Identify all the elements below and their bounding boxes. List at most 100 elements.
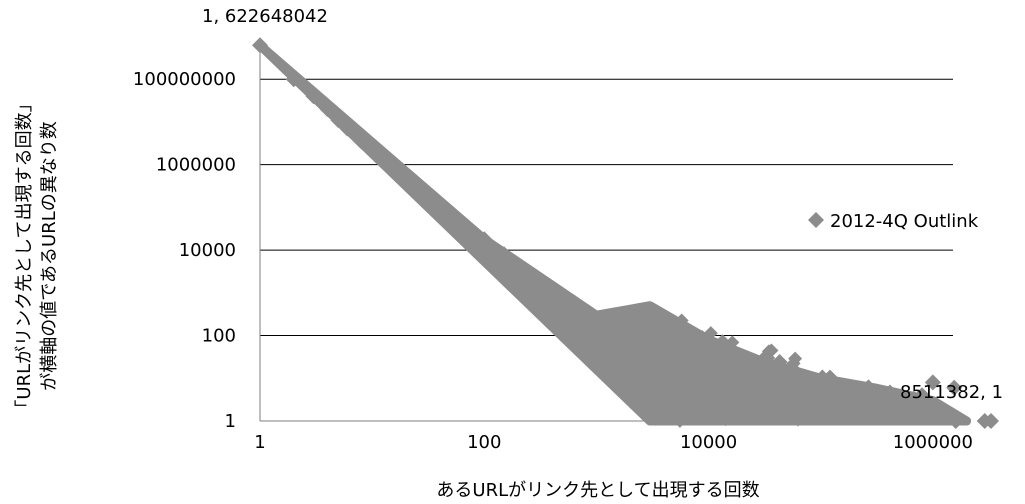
data-point: [625, 324, 640, 339]
data-point: [773, 366, 788, 381]
data-point: [353, 133, 370, 150]
data-point: [689, 357, 706, 374]
y-tick-label: 100000000: [133, 69, 236, 90]
data-point: [431, 197, 448, 214]
data-point: [683, 387, 700, 404]
data-point: [692, 334, 707, 349]
data-point: [704, 381, 719, 396]
data-point: [788, 351, 803, 366]
legend-marker-icon: [808, 212, 824, 228]
data-point: [373, 150, 390, 167]
data-point: [641, 357, 658, 374]
x-tick-label: 1: [254, 432, 265, 453]
data-point: [862, 408, 877, 423]
data-point: [442, 206, 459, 223]
data-point: [823, 369, 838, 384]
data-point: [725, 335, 740, 350]
data-point: [510, 256, 527, 273]
data-point: [383, 159, 400, 176]
data-point: [741, 411, 756, 426]
data-point: [764, 343, 779, 358]
data-point: [408, 180, 425, 197]
data-point: [861, 379, 876, 394]
data-point: [983, 413, 1000, 429]
data-point: [848, 408, 863, 423]
data-point: [458, 218, 475, 235]
data-point: [947, 413, 964, 429]
data-point: [771, 354, 788, 371]
y-tick-label: 10000: [179, 240, 236, 261]
x-axis-title: あるURLがリンク先として出現する回数: [436, 480, 759, 501]
annotation-max-point: 1, 622648042: [202, 6, 328, 27]
data-point: [703, 392, 718, 407]
data-point: [655, 366, 672, 383]
data-point: [588, 316, 605, 333]
y-axis-title: 「URLがリンク先として出現する回数」 が横軸の値であるURLの異なり数: [14, 94, 60, 417]
data-point: [893, 398, 908, 413]
data-point: [946, 379, 963, 396]
tick-labels: 1 100 10000 1000000 1 100 10000 1000000 10000000…: [133, 69, 973, 453]
data-point: [496, 246, 513, 263]
data-point: [660, 329, 675, 344]
data-point: [608, 331, 625, 348]
data-point: [913, 403, 928, 418]
data-point: [630, 395, 645, 410]
data-point: [804, 391, 819, 406]
data-point: [769, 396, 784, 411]
data-point: [756, 386, 771, 401]
x-tick-label: 1000000: [893, 432, 973, 453]
data-point: [815, 369, 830, 384]
annotation-last-point: 8511382, 1: [900, 382, 1003, 403]
y-axis-title-line-1: 「URLがリンク先として出現する回数」: [14, 94, 35, 417]
data-point: [659, 317, 674, 332]
data-point: [693, 343, 708, 358]
data-point: [772, 410, 787, 425]
data-point: [672, 413, 687, 428]
data-point: [648, 395, 663, 410]
data-point: [319, 101, 336, 118]
data-point: [252, 37, 268, 54]
data-point: [476, 231, 493, 248]
data-point: [646, 315, 661, 330]
y-tick-label: 100: [202, 326, 236, 347]
data-point: [529, 271, 546, 288]
data-point: [648, 406, 663, 421]
point-cloud: [255, 40, 972, 428]
data-point: [924, 374, 941, 391]
data-point: [364, 142, 381, 159]
data-point: [622, 342, 639, 359]
data-point: [745, 396, 760, 411]
data-point: [895, 411, 910, 426]
data-point: [727, 379, 742, 394]
data-point: [641, 329, 656, 344]
data-point: [790, 412, 805, 427]
data-point: [850, 381, 865, 396]
data-point: [762, 374, 779, 391]
data-point: [330, 112, 347, 129]
data-point: [756, 408, 771, 423]
legend-label: 2012-4Q Outlink: [830, 211, 979, 232]
data-point: [874, 408, 889, 423]
x-tick-label: 10000: [680, 432, 737, 453]
data-point: [674, 313, 689, 328]
data-point: [678, 347, 693, 362]
data-point: [305, 88, 322, 105]
data-point: [828, 405, 843, 420]
data-point: [723, 411, 738, 426]
x-tick-label: 100: [467, 432, 501, 453]
data-point: [775, 384, 790, 399]
data-point: [758, 396, 773, 411]
data-point: [759, 360, 774, 375]
legend: 2012-4Q Outlink: [808, 211, 979, 232]
data-point: [554, 291, 571, 308]
y-tick-label: 1000000: [156, 155, 236, 176]
data-points: [252, 37, 1000, 429]
data-point: [632, 344, 647, 359]
data-point: [417, 187, 434, 204]
data-point: [650, 304, 665, 319]
data-point: [715, 334, 730, 349]
data-point: [285, 71, 302, 88]
data-point: [664, 390, 679, 405]
y-tick-label: 1: [225, 411, 236, 432]
